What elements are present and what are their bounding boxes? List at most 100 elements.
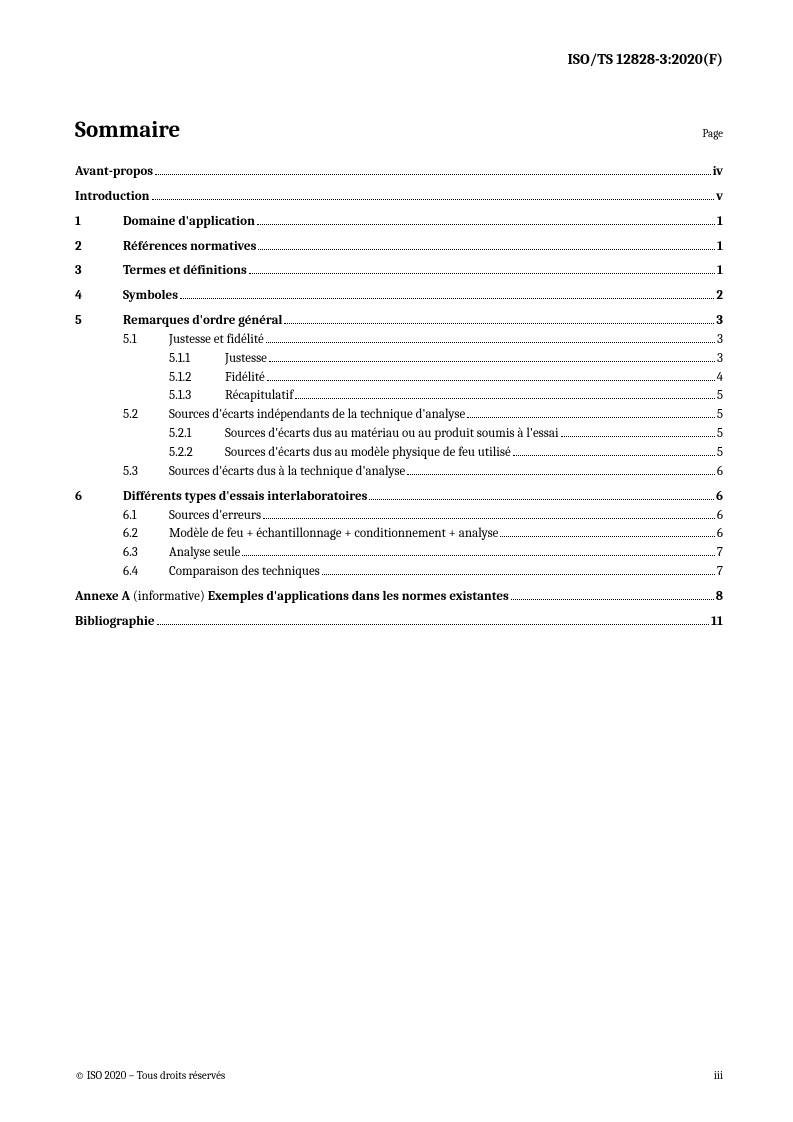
toc-entry-label: Sources d'écarts indépendants de la tech…	[169, 406, 465, 425]
toc-entry-page: 1	[717, 213, 723, 232]
toc-leader	[249, 273, 715, 274]
toc-entry: 5.2.2Sources d'écarts dus au modèle phys…	[75, 444, 723, 463]
toc-title: Sommaire	[75, 116, 180, 143]
toc-entry-label: Sources d'écarts dus au modèle physique …	[225, 444, 511, 463]
toc-entry-page: 1	[717, 262, 723, 281]
toc-entry-number: 6.3	[123, 544, 169, 563]
toc-entry: 5.3Sources d'écarts dus à la technique d…	[75, 463, 723, 482]
toc-entry-label: Termes et définitions	[123, 262, 247, 281]
toc-header: Sommaire Page	[75, 116, 723, 143]
toc-entry-label: Différents types d'essais interlaboratoi…	[123, 488, 367, 507]
toc-entry: 5.1.3Récapitulatif 5	[75, 387, 723, 406]
toc-entry: Bibliographie11	[75, 613, 723, 632]
toc-entry: 6.2Modèle de feu + échantillonnage + con…	[75, 525, 723, 544]
footer-copyright: © ISO 2020 – Tous droits réservés	[75, 1069, 225, 1082]
toc-entry-page: 6	[717, 507, 723, 526]
toc-entry-number: 5.1.3	[169, 387, 225, 406]
toc-entry-number: 6.1	[123, 507, 169, 526]
toc-entry-page: 11	[711, 613, 723, 632]
toc-entry-label: Remarques d'ordre général	[123, 312, 282, 331]
toc-entry-label: Fidélité	[225, 369, 265, 388]
page-column-label: Page	[702, 127, 723, 140]
toc-entry-label: Justesse	[225, 350, 267, 369]
toc-entry-label: Justesse et fidélité	[169, 331, 264, 350]
page-footer: © ISO 2020 – Tous droits réservés iii	[75, 1069, 723, 1082]
toc-leader	[269, 361, 715, 362]
toc-entry-label: Modèle de feu + échantillonnage + condit…	[169, 525, 498, 544]
toc-entry: 5.2Sources d'écarts indépendants de la t…	[75, 406, 723, 425]
toc-entry-number: 2	[75, 238, 123, 257]
toc-entry-page: 5	[717, 406, 723, 425]
toc-entry-page: 3	[717, 350, 723, 369]
toc-entry-page: 6	[716, 488, 723, 507]
toc-leader	[284, 323, 714, 324]
toc-entry: 5.2.1Sources d'écarts dus au matériau ou…	[75, 425, 723, 444]
toc-entry: 5.1Justesse et fidélité 3	[75, 331, 723, 350]
toc-leader	[266, 342, 715, 343]
toc-entry-page: 5	[717, 444, 723, 463]
toc-entry-number: 5.1	[123, 331, 169, 350]
toc-leader	[369, 499, 714, 500]
table-of-contents: Avant-proposivIntroductionv1Domaine d'ap…	[75, 163, 723, 632]
toc-entry-label: Annexe A (informative) Exemples d'applic…	[75, 588, 509, 607]
toc-entry-number: 3	[75, 262, 123, 281]
toc-entry-number: 6	[75, 488, 123, 507]
toc-entry: 6Différents types d'essais interlaborato…	[75, 488, 723, 507]
toc-leader	[267, 380, 715, 381]
toc-entry: Avant-propos iv	[75, 163, 723, 182]
toc-entry: 4Symboles2	[75, 287, 723, 306]
toc-entry-number: 4	[75, 287, 123, 306]
footer-page-number: iii	[714, 1069, 723, 1082]
toc-entry-label: Sources d'écarts dus à la technique d'an…	[169, 463, 405, 482]
toc-entry-page: 6	[717, 525, 723, 544]
toc-entry-number: 5.2.1	[169, 425, 225, 444]
toc-leader	[152, 199, 715, 200]
toc-entry-page: 3	[716, 312, 723, 331]
toc-entry-page: 7	[717, 544, 723, 563]
document-reference: ISO/TS 12828-3:2020(F)	[75, 50, 723, 68]
toc-entry-number: 5.1.1	[169, 350, 225, 369]
toc-entry-page: 5	[717, 425, 723, 444]
toc-entry-page: 5	[717, 387, 723, 406]
toc-entry: Introduction v	[75, 188, 723, 207]
toc-leader	[157, 624, 709, 625]
toc-entry-page: iv	[713, 163, 723, 182]
toc-entry-number: 6.4	[123, 563, 169, 582]
toc-leader	[295, 398, 715, 399]
toc-entry-number: 5.1.2	[169, 369, 225, 388]
toc-entry-page: 6	[717, 463, 723, 482]
toc-leader	[258, 249, 715, 250]
toc-leader	[561, 436, 715, 437]
toc-leader	[500, 536, 714, 537]
toc-leader	[467, 417, 715, 418]
toc-entry-number: 5.2.2	[169, 444, 225, 463]
toc-entry-page: v	[716, 188, 723, 207]
toc-leader	[180, 298, 714, 299]
toc-entry-label: Introduction	[75, 188, 150, 207]
toc-entry-number: 5.3	[123, 463, 169, 482]
toc-entry: 1Domaine d'application1	[75, 213, 723, 232]
toc-entry: 5.1.2Fidélité 4	[75, 369, 723, 388]
toc-entry-label: Symboles	[123, 287, 178, 306]
toc-entry: 5.1.1Justesse 3	[75, 350, 723, 369]
toc-leader	[511, 599, 714, 600]
toc-entry-label: Sources d'écarts dus au matériau ou au p…	[225, 425, 559, 444]
toc-leader	[155, 174, 711, 175]
toc-entry-page: 1	[717, 238, 723, 257]
toc-entry: 3Termes et définitions 1	[75, 262, 723, 281]
toc-entry-page: 7	[717, 563, 723, 582]
toc-entry-label: Domaine d'application	[123, 213, 255, 232]
toc-entry-label: Avant-propos	[75, 163, 153, 182]
toc-entry-number: 6.2	[123, 525, 169, 544]
toc-entry-page: 3	[717, 331, 723, 350]
toc-leader	[257, 224, 715, 225]
toc-leader	[322, 574, 715, 575]
toc-entry-label: Comparaison des techniques	[169, 563, 320, 582]
toc-entry-label: Récapitulatif	[225, 387, 293, 406]
toc-entry-page: 4	[717, 369, 723, 388]
toc-leader	[242, 555, 714, 556]
toc-entry-number: 5.2	[123, 406, 169, 425]
toc-leader	[407, 474, 715, 475]
toc-entry-number: 1	[75, 213, 123, 232]
toc-entry: 6.3Analyse seule7	[75, 544, 723, 563]
